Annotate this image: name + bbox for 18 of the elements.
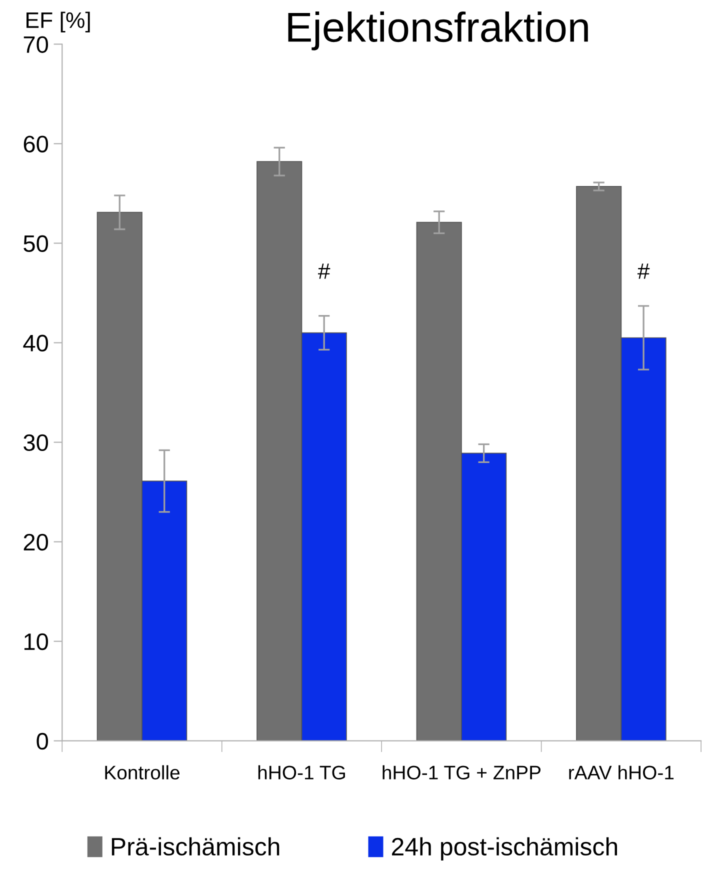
x-tick-label: hHO-1 TG + ZnPP (382, 765, 540, 780)
y-tick-label: 30 (24, 434, 48, 452)
annotation: # (318, 264, 330, 279)
y-axis-title: EF [%] (26, 12, 90, 32)
y-tick-label: 0 (36, 732, 48, 750)
chart-title: Ejektionsfraktion (288, 11, 588, 50)
x-tick-label: rAAV hHO-1 (569, 765, 674, 780)
y-tick-label: 10 (24, 633, 48, 650)
y-tick-label: 20 (24, 534, 48, 551)
x-tick-label: Kontrolle (105, 765, 180, 780)
y-tick-label: 40 (23, 334, 48, 352)
legend-label: Prä-ischämisch (112, 837, 280, 856)
x-tick-label: hHO-1 TG (258, 765, 345, 780)
annotation: # (637, 264, 650, 279)
y-tick-label: 50 (24, 235, 48, 252)
y-tick-label: 70 (24, 36, 48, 53)
legend-label: 24h post-ischämisch (392, 837, 618, 860)
y-tick-label: 60 (24, 136, 48, 152)
